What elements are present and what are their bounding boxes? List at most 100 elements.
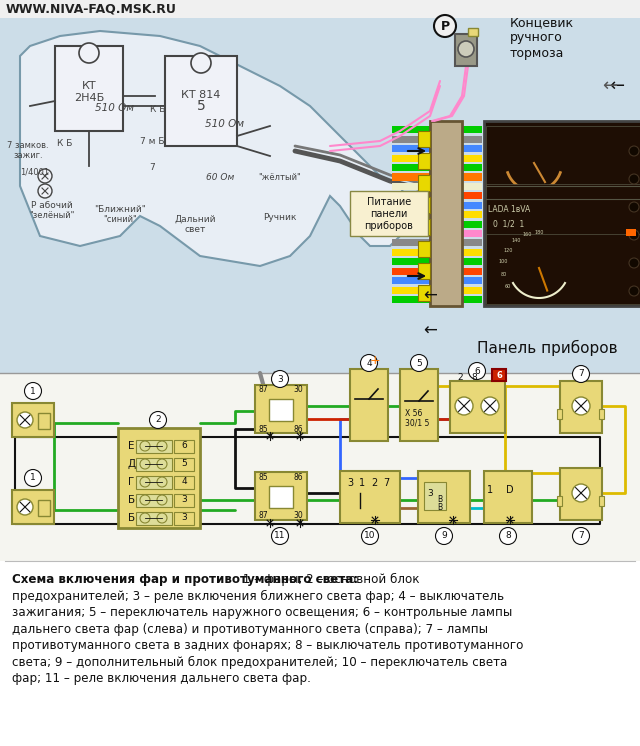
Text: 2: 2 <box>457 374 463 383</box>
Bar <box>269 486 293 508</box>
Text: "зелёный": "зелёный" <box>29 212 75 221</box>
Circle shape <box>140 459 150 469</box>
Circle shape <box>157 441 167 451</box>
Circle shape <box>468 363 486 380</box>
Text: фар; 11 – реле включения дальнего света фар.: фар; 11 – реле включения дальнего света … <box>12 672 311 685</box>
Text: Д: Д <box>128 459 136 469</box>
Text: Р абочий: Р абочий <box>31 201 73 210</box>
Bar <box>118 428 200 528</box>
Bar <box>626 229 636 236</box>
Bar <box>462 286 482 294</box>
Bar <box>392 201 430 209</box>
Text: 87: 87 <box>258 512 268 521</box>
Text: 1: 1 <box>487 485 493 495</box>
Bar <box>174 458 194 471</box>
Bar <box>484 121 640 306</box>
Text: 5: 5 <box>181 460 187 468</box>
Text: 6: 6 <box>474 366 480 375</box>
Text: Дальний: Дальний <box>174 215 216 224</box>
Text: 7 замков.: 7 замков. <box>7 142 49 151</box>
Bar <box>350 369 388 441</box>
Text: света; 9 – дополнительный блок предохранителей; 10 – переключатель света: света; 9 – дополнительный блок предохран… <box>12 656 508 668</box>
Bar <box>418 263 430 279</box>
Text: 86: 86 <box>293 472 303 481</box>
Bar <box>136 458 172 471</box>
Text: 0  1/2  1: 0 1/2 1 <box>493 219 525 228</box>
Bar <box>136 512 172 525</box>
Text: 120: 120 <box>503 248 513 252</box>
Text: 7: 7 <box>149 163 155 172</box>
Text: К Б: К Б <box>58 140 73 148</box>
Circle shape <box>573 527 589 545</box>
Bar <box>418 197 430 213</box>
Bar <box>462 154 482 162</box>
Bar <box>418 285 430 301</box>
Text: ←: ← <box>609 77 625 95</box>
Bar <box>174 440 194 453</box>
Text: 3: 3 <box>181 495 187 504</box>
Text: 85: 85 <box>258 424 268 433</box>
Circle shape <box>629 202 639 212</box>
Circle shape <box>191 53 211 73</box>
Text: дальнего света фар (слева) и противотуманного света (справа); 7 – лампы: дальнего света фар (слева) и противотума… <box>12 622 488 636</box>
Text: 3: 3 <box>427 489 433 498</box>
Bar <box>0 373 640 561</box>
Bar <box>12 403 54 437</box>
Bar <box>455 34 477 66</box>
Bar <box>174 476 194 489</box>
Circle shape <box>360 354 378 372</box>
Circle shape <box>629 230 639 240</box>
Text: 180: 180 <box>534 230 544 234</box>
Bar <box>492 369 506 381</box>
Circle shape <box>17 412 33 428</box>
Bar <box>0 18 640 373</box>
Text: 30/1 5: 30/1 5 <box>405 419 429 427</box>
Text: предохранителей; 3 – реле включения ближнего света фар; 4 – выключатель: предохранителей; 3 – реле включения ближ… <box>12 589 504 603</box>
Bar <box>392 221 430 228</box>
Text: 7 м Б: 7 м Б <box>140 137 164 145</box>
Bar <box>400 369 438 441</box>
Circle shape <box>271 371 289 387</box>
Text: КТ 814: КТ 814 <box>181 90 221 100</box>
Bar <box>136 494 172 507</box>
Text: Б: Б <box>128 513 135 523</box>
Circle shape <box>573 366 589 383</box>
Bar <box>136 440 172 453</box>
Circle shape <box>458 41 474 57</box>
Bar <box>418 131 430 147</box>
Bar <box>462 126 482 134</box>
Text: B: B <box>437 504 443 513</box>
Text: D: D <box>506 485 514 495</box>
Bar <box>392 277 430 284</box>
Circle shape <box>157 495 167 505</box>
Text: 1: 1 <box>30 386 36 395</box>
Circle shape <box>38 169 52 183</box>
Bar <box>468 28 478 36</box>
Text: "жёлтый": "жёлтый" <box>259 174 301 183</box>
Bar <box>462 239 482 246</box>
Bar <box>462 258 482 266</box>
Circle shape <box>140 477 150 487</box>
Text: 100: 100 <box>499 260 508 264</box>
Bar <box>12 490 54 524</box>
Text: 80: 80 <box>500 272 507 277</box>
Bar <box>557 409 562 419</box>
Text: 6: 6 <box>496 371 502 380</box>
Text: 3: 3 <box>181 513 187 522</box>
Bar <box>418 175 430 191</box>
Text: "Ближний": "Ближний" <box>94 204 146 213</box>
Text: 60: 60 <box>505 283 511 289</box>
Text: 86: 86 <box>293 424 303 433</box>
Text: Ручник: Ручник <box>263 213 297 222</box>
Text: 87: 87 <box>258 386 268 395</box>
Bar <box>486 184 640 249</box>
Text: Панель приборов: Панель приборов <box>477 340 618 356</box>
Text: ←: ← <box>423 322 437 340</box>
Bar <box>392 154 430 162</box>
Text: зажигания; 5 – переключатель наружного освещения; 6 – контрольные лампы: зажигания; 5 – переключатель наружного о… <box>12 606 512 619</box>
Text: противотуманного света в задних фонарях; 8 – выключатель противотуманного: противотуманного света в задних фонарях;… <box>12 639 524 652</box>
Bar <box>462 183 482 190</box>
Text: 1: 1 <box>30 474 36 483</box>
Bar <box>486 234 640 304</box>
Text: 510 Ом: 510 Ом <box>205 119 244 129</box>
